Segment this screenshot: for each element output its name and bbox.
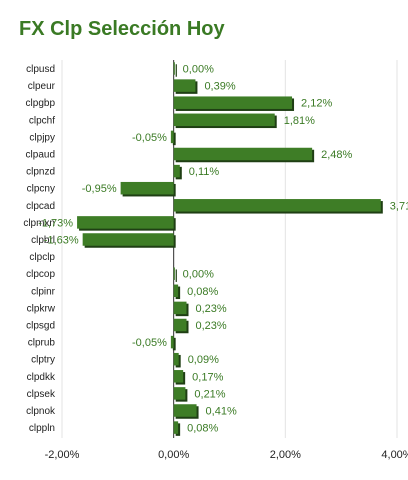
bar-shadow xyxy=(175,64,177,77)
bar xyxy=(173,370,184,383)
data-label: 0,41% xyxy=(206,406,237,418)
bar xyxy=(173,318,187,332)
bar xyxy=(173,79,196,92)
bar xyxy=(173,387,186,400)
category-label: clpcny xyxy=(27,184,55,195)
category-label: clppln xyxy=(29,423,55,434)
data-label: 0,21% xyxy=(194,388,225,400)
data-label: 0,11% xyxy=(189,166,220,178)
data-label: -0,05% xyxy=(132,337,167,349)
bar xyxy=(173,284,179,298)
category-label: clpnok xyxy=(26,406,56,417)
category-label: clpjpy xyxy=(29,132,55,143)
category-label: clpcop xyxy=(26,269,55,280)
category-label: clpsek xyxy=(27,389,56,400)
category-label: clptry xyxy=(31,355,55,366)
data-label: 2,48% xyxy=(321,149,352,161)
chart-title: FX Clp Selección Hoy xyxy=(19,18,225,40)
data-label: 0,23% xyxy=(196,320,227,332)
category-label: clpeur xyxy=(28,81,56,92)
x-tick-label: -2,00% xyxy=(45,449,80,461)
bar xyxy=(170,335,174,349)
data-label: 0,00% xyxy=(183,269,214,281)
bar xyxy=(173,352,179,366)
x-tick-label: 0,00% xyxy=(158,449,189,461)
category-label: clpbrl xyxy=(31,235,55,246)
category-label: clprub xyxy=(28,338,56,349)
category-label: clpusd xyxy=(26,64,55,75)
category-label: clpchf xyxy=(29,115,55,126)
data-label: 0,08% xyxy=(187,286,218,298)
x-tick-label: 4,00% xyxy=(381,449,408,461)
data-label: 0,17% xyxy=(192,371,223,383)
category-label: clpkrw xyxy=(27,303,56,314)
data-label: 0,00% xyxy=(183,64,214,76)
bar xyxy=(173,267,175,280)
data-label: 0,09% xyxy=(188,354,219,366)
data-label: -1,63% xyxy=(44,235,79,247)
bar xyxy=(173,147,313,161)
bar xyxy=(82,233,174,246)
data-label: 0,23% xyxy=(196,303,227,315)
bar xyxy=(173,164,180,178)
category-label: clpgbp xyxy=(26,98,56,109)
bar xyxy=(173,421,179,434)
category-label: clpaud xyxy=(26,150,55,161)
category-label: clpcad xyxy=(26,201,55,212)
bar-shadow xyxy=(172,132,176,146)
data-label: 1,81% xyxy=(284,115,315,127)
bar xyxy=(170,130,174,144)
bar xyxy=(173,96,293,109)
data-label: 0,39% xyxy=(204,81,235,93)
data-label: -1,73% xyxy=(38,217,73,229)
bar xyxy=(173,404,197,417)
bar xyxy=(77,216,174,229)
bar xyxy=(173,62,175,75)
data-label: -0,95% xyxy=(82,183,117,195)
data-label: -0,05% xyxy=(132,132,167,144)
bar xyxy=(120,181,174,195)
x-tick-label: 2,00% xyxy=(270,449,301,461)
category-label: clpmxn xyxy=(23,218,55,229)
data-label: 3,71% xyxy=(390,200,408,212)
category-label: clpinr xyxy=(31,286,56,297)
bar-shadow xyxy=(172,337,176,351)
data-label: 0,08% xyxy=(187,423,218,435)
bar xyxy=(173,113,275,127)
category-label: clpnzd xyxy=(26,167,55,178)
data-label: 2,12% xyxy=(301,98,332,110)
bar-shadow xyxy=(175,269,177,282)
category-label: clpclp xyxy=(29,252,55,263)
category-label: clpsgd xyxy=(26,321,55,332)
bar xyxy=(173,199,381,212)
bar xyxy=(173,301,187,315)
category-label: clpdkk xyxy=(27,372,56,383)
